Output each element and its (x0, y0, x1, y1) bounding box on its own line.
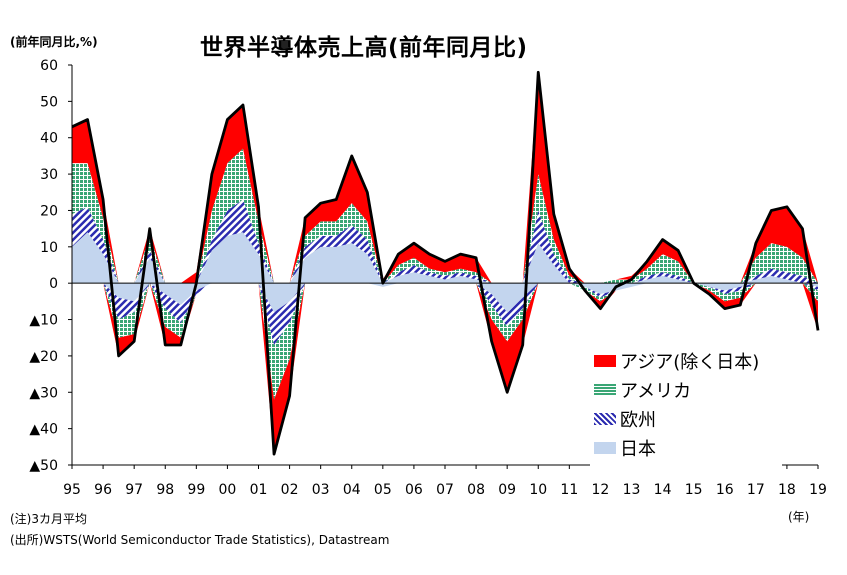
y-tick-label: ▲10 (29, 313, 58, 329)
x-tick-label: 06 (405, 482, 423, 498)
y-tick-label: 40 (40, 131, 58, 147)
legend-swatch-america (594, 384, 616, 396)
x-tick-label: 10 (529, 482, 547, 498)
x-tick-labels: 95 96 97 98 99 00 01 02 03 04 05 06 07 08 09 10 11 12 13 14… (63, 465, 827, 498)
x-tick-label: 96 (94, 482, 112, 498)
america-area-pos (72, 148, 818, 284)
x-tick-label: 04 (343, 482, 361, 498)
y-tick-label: 10 (40, 240, 58, 256)
y-tick-label: 0 (49, 276, 58, 292)
x-tick-label: 03 (312, 482, 330, 498)
x-tick-label: 09 (498, 482, 516, 498)
y-tick-label: 30 (40, 167, 58, 183)
x-tick-label: 16 (716, 482, 734, 498)
chart-title: 世界半導体売上高(前年同月比) (200, 35, 528, 61)
x-tick-label: 11 (560, 482, 578, 498)
x-tick-label: 97 (125, 482, 143, 498)
x-tick-label: 19 (809, 482, 827, 498)
legend: アジア(除く日本) アメリカ 欧州 日本 (590, 344, 782, 470)
legend-swatch-japan (594, 442, 616, 454)
x-tick-label: 02 (281, 482, 299, 498)
y-tick-label: ▲40 (29, 422, 58, 438)
legend-item-europe: 欧州 (594, 407, 656, 431)
x-tick-label: 05 (374, 482, 392, 498)
japan-area-neg (72, 283, 818, 313)
stacked-area-layer (72, 72, 818, 455)
legend-item-asia: アジア(除く日本) (594, 349, 759, 373)
x-tick-label: 95 (63, 482, 81, 498)
legend-label-america: アメリカ (620, 381, 692, 402)
y-tick-labels: 60 50 40 30 20 10 0 ▲10 ▲20 ▲30 ▲40 ▲50 (29, 58, 72, 474)
europe-area-pos (72, 199, 818, 284)
source-note: (出所)WSTS(World Semiconductor Trade Stati… (10, 533, 390, 547)
asia-area-neg (72, 283, 818, 455)
y-tick-label: 50 (40, 94, 58, 110)
x-tick-label: 99 (187, 482, 205, 498)
x-axis-unit-label: (年) (788, 510, 810, 524)
y-tick-label: 20 (40, 203, 58, 219)
total-growth-line (71, 70, 820, 456)
y-axis-unit-label: (前年同月比,%) (10, 35, 98, 49)
x-tick-label: 15 (685, 482, 703, 498)
y-tick-label: 60 (40, 58, 58, 74)
legend-label-japan: 日本 (620, 439, 656, 460)
y-tick-label: ▲50 (29, 458, 58, 474)
x-tick-label: 12 (592, 482, 610, 498)
x-tick-label: 98 (156, 482, 174, 498)
legend-item-america: アメリカ (594, 378, 691, 402)
japan-area-pos (72, 232, 818, 284)
legend-item-japan: 日本 (594, 436, 656, 460)
legend-label-asia: アジア(除く日本) (620, 352, 760, 373)
x-tick-label: 18 (778, 482, 796, 498)
x-tick-label: 14 (654, 482, 672, 498)
x-tick-label: 07 (436, 482, 454, 498)
x-tick-label: 17 (747, 482, 765, 498)
y-tick-label: ▲30 (29, 385, 58, 401)
footnote: (注)3カ月平均 (10, 512, 87, 526)
x-tick-label: 13 (623, 482, 641, 498)
x-tick-label: 08 (467, 482, 485, 498)
y-tick-label: ▲20 (29, 349, 58, 365)
chart-canvas: 60 50 40 30 20 10 0 ▲10 ▲20 ▲30 ▲40 ▲50 95 96 97 98 99 0… (29, 58, 827, 498)
legend-swatch-asia (594, 355, 616, 367)
legend-swatch-europe (594, 413, 616, 425)
x-tick-label: 01 (250, 482, 268, 498)
x-tick-label: 00 (219, 482, 237, 498)
legend-label-europe: 欧州 (620, 410, 656, 431)
asia-area-pos (72, 72, 818, 284)
